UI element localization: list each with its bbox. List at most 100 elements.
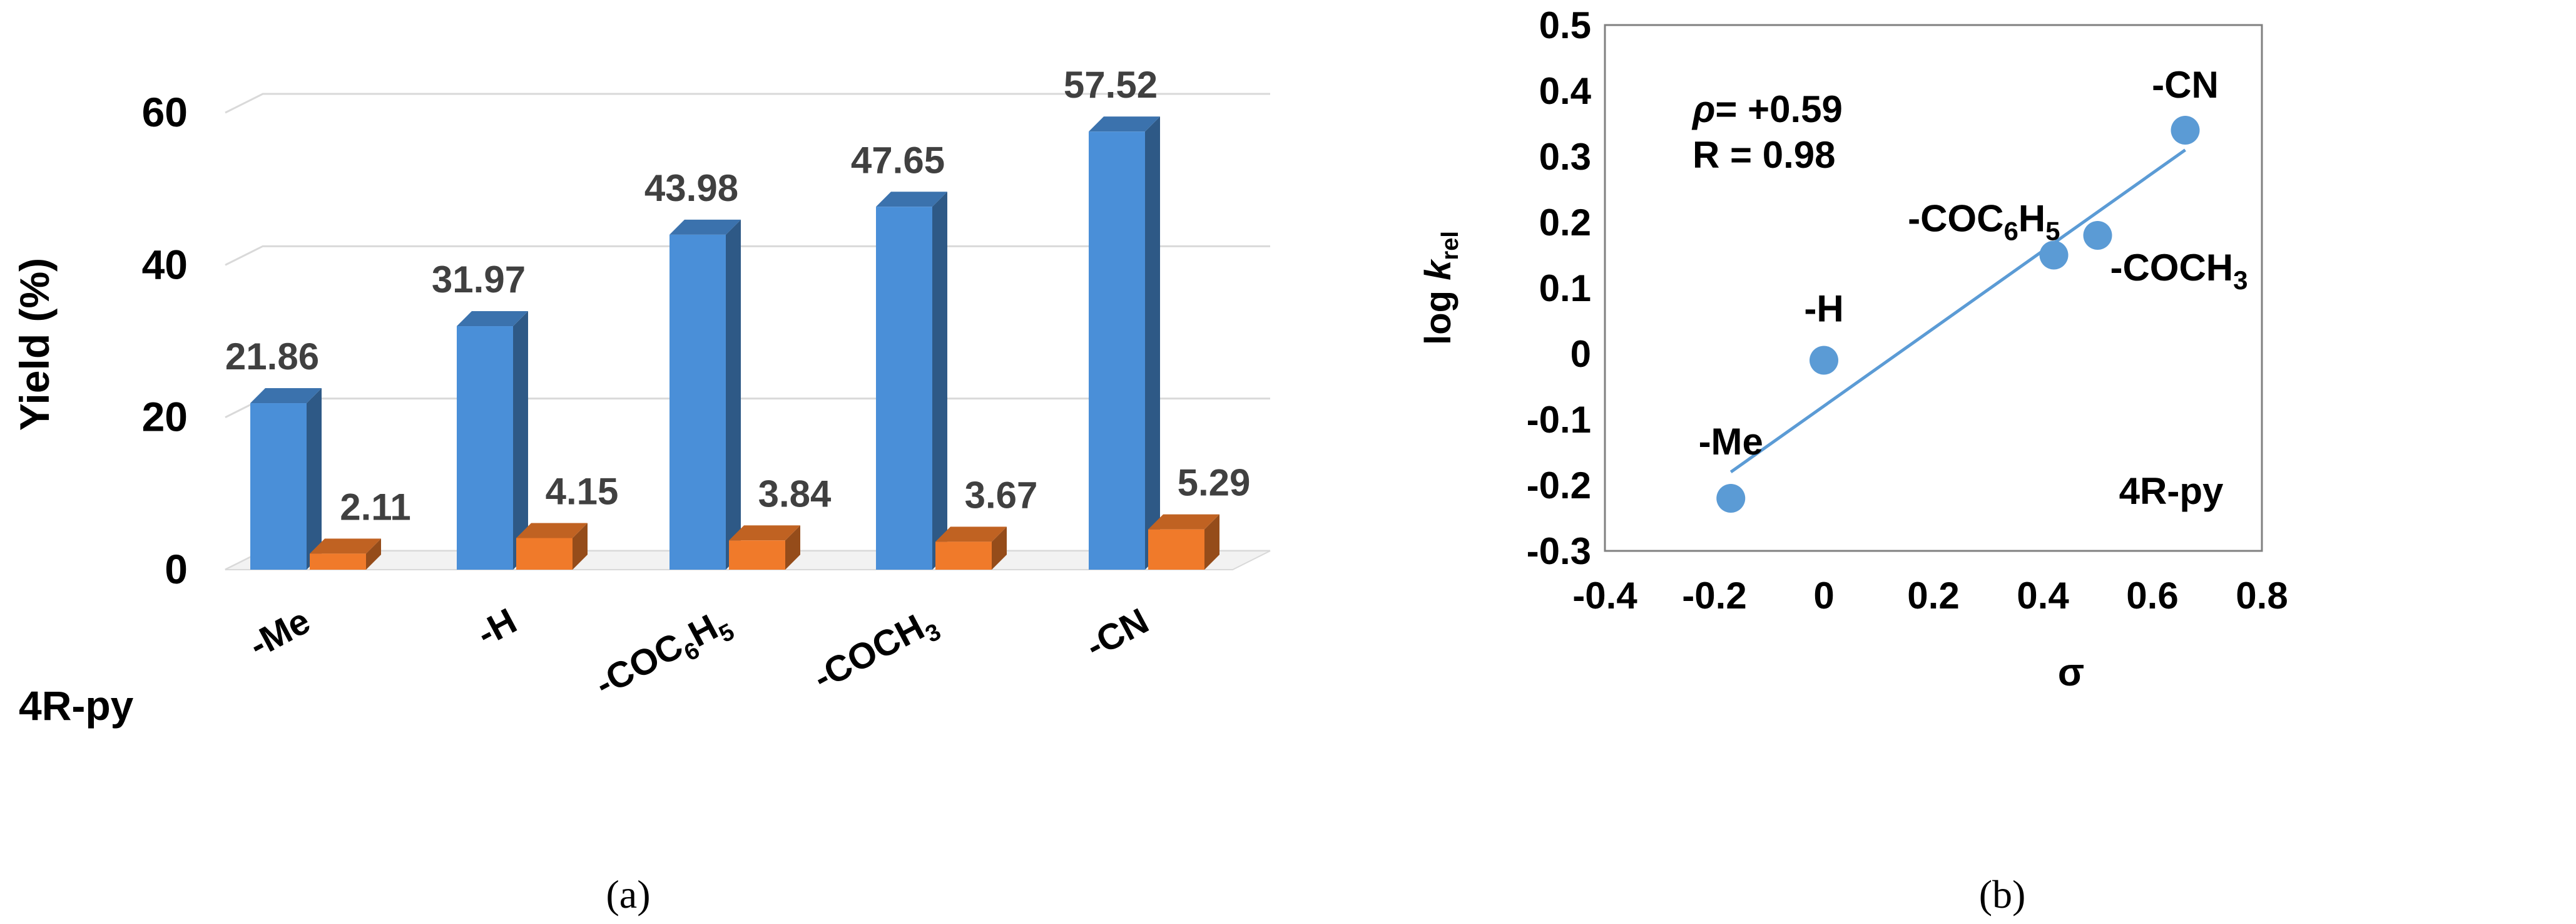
bar-side-face bbox=[513, 311, 528, 570]
y-tick-label: 0.2 bbox=[1539, 202, 1591, 244]
point-label: -COC6H5 bbox=[1908, 198, 2060, 246]
data-label-series2: 5.29 bbox=[1178, 462, 1251, 504]
bar-side-face bbox=[785, 525, 800, 570]
data-label-series1: 21.86 bbox=[225, 336, 319, 377]
y-tick-label: 60 bbox=[142, 89, 188, 135]
bar-top-face bbox=[310, 538, 381, 554]
x-tick-label: 0.4 bbox=[2017, 575, 2069, 617]
scatter-chart-panel: -0.3 -0.2 -0.1 0 0.1 0.2 0.3 0.4 0.5 -0.4 -0.2 0 0.… bbox=[1418, 4, 2288, 916]
point-label: -Me bbox=[1699, 421, 1763, 463]
bar-chart-y-ticks: 0 20 40 60 bbox=[142, 89, 188, 592]
bar-top-face bbox=[516, 523, 588, 538]
bar-front-face bbox=[1148, 529, 1204, 570]
scatter-fit-line-group bbox=[1729, 148, 2186, 474]
bar-front-face bbox=[250, 403, 307, 570]
point-label: -COCH3 bbox=[2110, 247, 2248, 295]
category-label: -Me bbox=[242, 600, 317, 665]
gridline bbox=[225, 93, 1270, 114]
y-tick-label: 0 bbox=[1571, 333, 1591, 375]
bar-series2 bbox=[729, 525, 800, 570]
data-label-series1: 43.98 bbox=[644, 167, 738, 209]
bar-series1 bbox=[1089, 116, 1160, 570]
bar-series1 bbox=[250, 388, 322, 570]
bar-series2 bbox=[310, 538, 381, 570]
data-point bbox=[1810, 346, 1838, 375]
y-tick-label: 20 bbox=[142, 394, 188, 440]
category-label: -H bbox=[471, 600, 524, 654]
y-tick-label: 0 bbox=[165, 546, 188, 592]
bar-top-face bbox=[876, 192, 947, 207]
category-label: -COC6H5 bbox=[588, 600, 738, 710]
bar-series1 bbox=[876, 192, 947, 570]
bar-side-face bbox=[307, 388, 322, 570]
y-tick-label: 0.4 bbox=[1539, 70, 1592, 112]
fit-line bbox=[1729, 148, 2186, 474]
data-label-series1: 57.52 bbox=[1064, 64, 1158, 106]
bar-top-face bbox=[457, 311, 528, 327]
bar-chart-y-axis-title: Yield (%) bbox=[11, 258, 58, 431]
scatter-y-axis-title: log krel bbox=[1418, 231, 1464, 345]
x-tick-label: -0.4 bbox=[1572, 575, 1637, 617]
scatter-point-labels: -Me -H -COC6H5 -COCH3 -CN bbox=[1699, 64, 2248, 463]
data-label-series2: 3.84 bbox=[758, 473, 832, 515]
series-tag-annotation: 4R-py bbox=[2119, 470, 2224, 512]
bar-side-face bbox=[1204, 514, 1219, 570]
bar-side-face bbox=[573, 523, 588, 570]
x-tick-label: 0.8 bbox=[2236, 575, 2288, 617]
y-tick-label: 0.3 bbox=[1539, 136, 1591, 178]
data-label-series2: 2.11 bbox=[340, 486, 410, 528]
y-tick-label: -0.2 bbox=[1527, 465, 1591, 506]
bar-series2 bbox=[516, 523, 588, 570]
bar-series1 bbox=[457, 311, 528, 570]
data-point bbox=[1716, 484, 1746, 513]
x-tick-label: -0.2 bbox=[1682, 575, 1746, 617]
bar-top-face bbox=[729, 525, 800, 541]
x-tick-label: 0 bbox=[1813, 575, 1834, 617]
bar-top-face bbox=[669, 219, 741, 235]
bar-side-face bbox=[992, 526, 1007, 570]
bar-side-face bbox=[726, 219, 741, 570]
scatter-points bbox=[1716, 116, 2200, 513]
bar-side-face bbox=[932, 192, 947, 570]
data-point bbox=[2039, 240, 2069, 270]
bar-front-face bbox=[935, 542, 992, 570]
data-label-series1: 47.65 bbox=[851, 139, 945, 181]
data-label-series2: 3.67 bbox=[965, 474, 1038, 516]
bar-front-face bbox=[729, 540, 785, 570]
bar-top-face bbox=[1089, 116, 1160, 132]
y-tick-label: 0.5 bbox=[1539, 4, 1591, 46]
data-point bbox=[2083, 221, 2112, 250]
point-label: -H bbox=[1804, 288, 1843, 330]
bar-chart-panel: 0 20 40 60 21.86 2.11 31.97 4.15 43.98 3.84 47.65… bbox=[11, 64, 1271, 916]
scatter-x-axis-title: σ bbox=[2058, 651, 2084, 694]
bar-front-face bbox=[669, 234, 726, 570]
y-tick-label: 40 bbox=[142, 241, 188, 287]
bar-series1 bbox=[669, 219, 741, 570]
bar-front-face bbox=[1089, 131, 1145, 570]
data-label-series2: 4.15 bbox=[546, 471, 619, 513]
point-label: -CN bbox=[2152, 64, 2219, 106]
bar-chart-bars bbox=[250, 116, 1219, 570]
panel-label-b: (b) bbox=[1979, 872, 2026, 916]
panel-label-a: (a) bbox=[606, 872, 650, 916]
rho-annotation: ρ= +0.59 bbox=[1691, 88, 1843, 130]
bar-front-face bbox=[310, 553, 366, 570]
y-tick-label: -0.1 bbox=[1527, 399, 1591, 441]
scatter-x-tick-labels: -0.4 -0.2 0 0.2 0.4 0.6 0.8 bbox=[1572, 575, 2288, 617]
bar-series2 bbox=[1148, 514, 1219, 570]
bar-front-face bbox=[457, 326, 513, 570]
x-tick-label: 0.6 bbox=[2126, 575, 2178, 617]
bar-top-face bbox=[250, 388, 322, 404]
data-label-series1: 31.97 bbox=[432, 259, 526, 300]
data-point bbox=[2171, 116, 2200, 145]
bar-chart-category-axis-title: 4R-py bbox=[19, 682, 134, 729]
r-annotation: R = 0.98 bbox=[1693, 134, 1836, 176]
category-label: -COCH3 bbox=[807, 600, 945, 704]
bar-chart-data-labels: 21.86 2.11 31.97 4.15 43.98 3.84 47.65 3.67 57.5… bbox=[225, 64, 1250, 528]
bar-series2 bbox=[935, 526, 1007, 570]
bar-front-face bbox=[516, 538, 573, 570]
scatter-y-tick-labels: -0.3 -0.2 -0.1 0 0.1 0.2 0.3 0.4 0.5 bbox=[1527, 4, 1592, 572]
bar-top-face bbox=[935, 526, 1007, 542]
bar-top-face bbox=[1148, 514, 1219, 530]
